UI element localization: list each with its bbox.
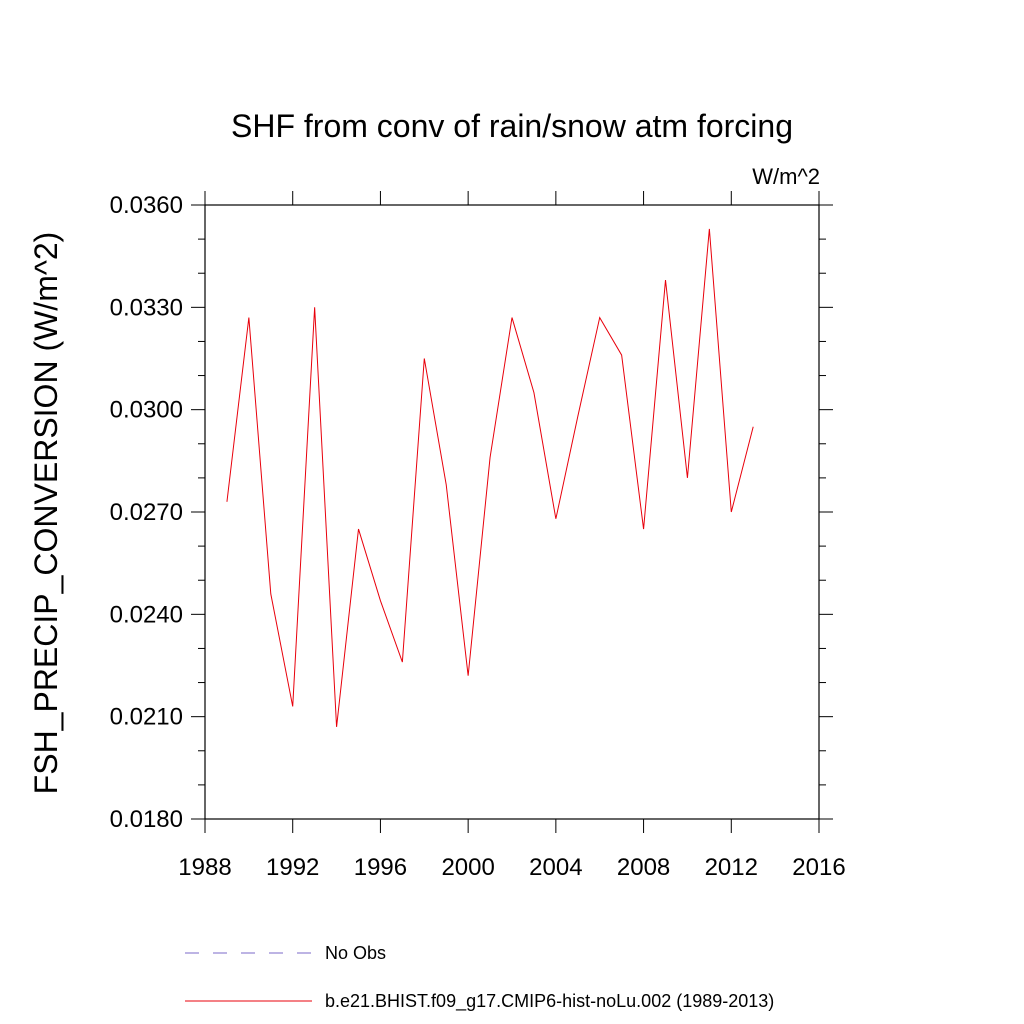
x-tick-label: 1988 xyxy=(178,854,231,881)
x-tick-label: 1996 xyxy=(354,854,407,881)
y-tick-label: 0.0300 xyxy=(110,397,183,424)
units-label: W/m^2 xyxy=(752,164,820,189)
y-tick-label: 0.0240 xyxy=(110,601,183,628)
y-tick-label: 0.0330 xyxy=(110,294,183,321)
plot-frame xyxy=(204,204,820,820)
y-tick-label: 0.0210 xyxy=(110,704,183,731)
y-tick-label: 0.0180 xyxy=(110,806,183,833)
series-line xyxy=(226,228,754,727)
series-layer xyxy=(226,228,754,727)
y-axis-label: FSH_PRECIP_CONVERSION (W/m^2) xyxy=(28,232,64,795)
x-tick-label: 2012 xyxy=(705,854,758,881)
y-tick-labels: 0.0180 0.0210 0.0240 0.0270 0.0300 0.0330 0.03… xyxy=(110,192,183,833)
legend-label-no-obs: No Obs xyxy=(325,943,386,963)
x-tick-label: 2000 xyxy=(441,854,494,881)
y-tick-label: 0.0360 xyxy=(110,192,183,219)
x-tick-label: 1992 xyxy=(266,854,319,881)
x-tick-label: 2008 xyxy=(617,854,670,881)
x-tick-labels: 1988 1992 1996 2000 2004 2008 2012 2016 xyxy=(178,854,845,881)
axis-ticks xyxy=(191,191,833,833)
legend-label-model: b.e21.BHIST.f09_g17.CMIP6-hist-noLu.002 … xyxy=(325,991,774,1012)
y-tick-label: 0.0270 xyxy=(110,499,183,526)
x-tick-label: 2016 xyxy=(792,854,845,881)
legend: No Obs b.e21.BHIST.f09_g17.CMIP6-hist-no… xyxy=(185,943,774,1012)
chart-title: SHF from conv of rain/snow atm forcing xyxy=(231,108,793,144)
x-tick-label: 2004 xyxy=(529,854,582,881)
